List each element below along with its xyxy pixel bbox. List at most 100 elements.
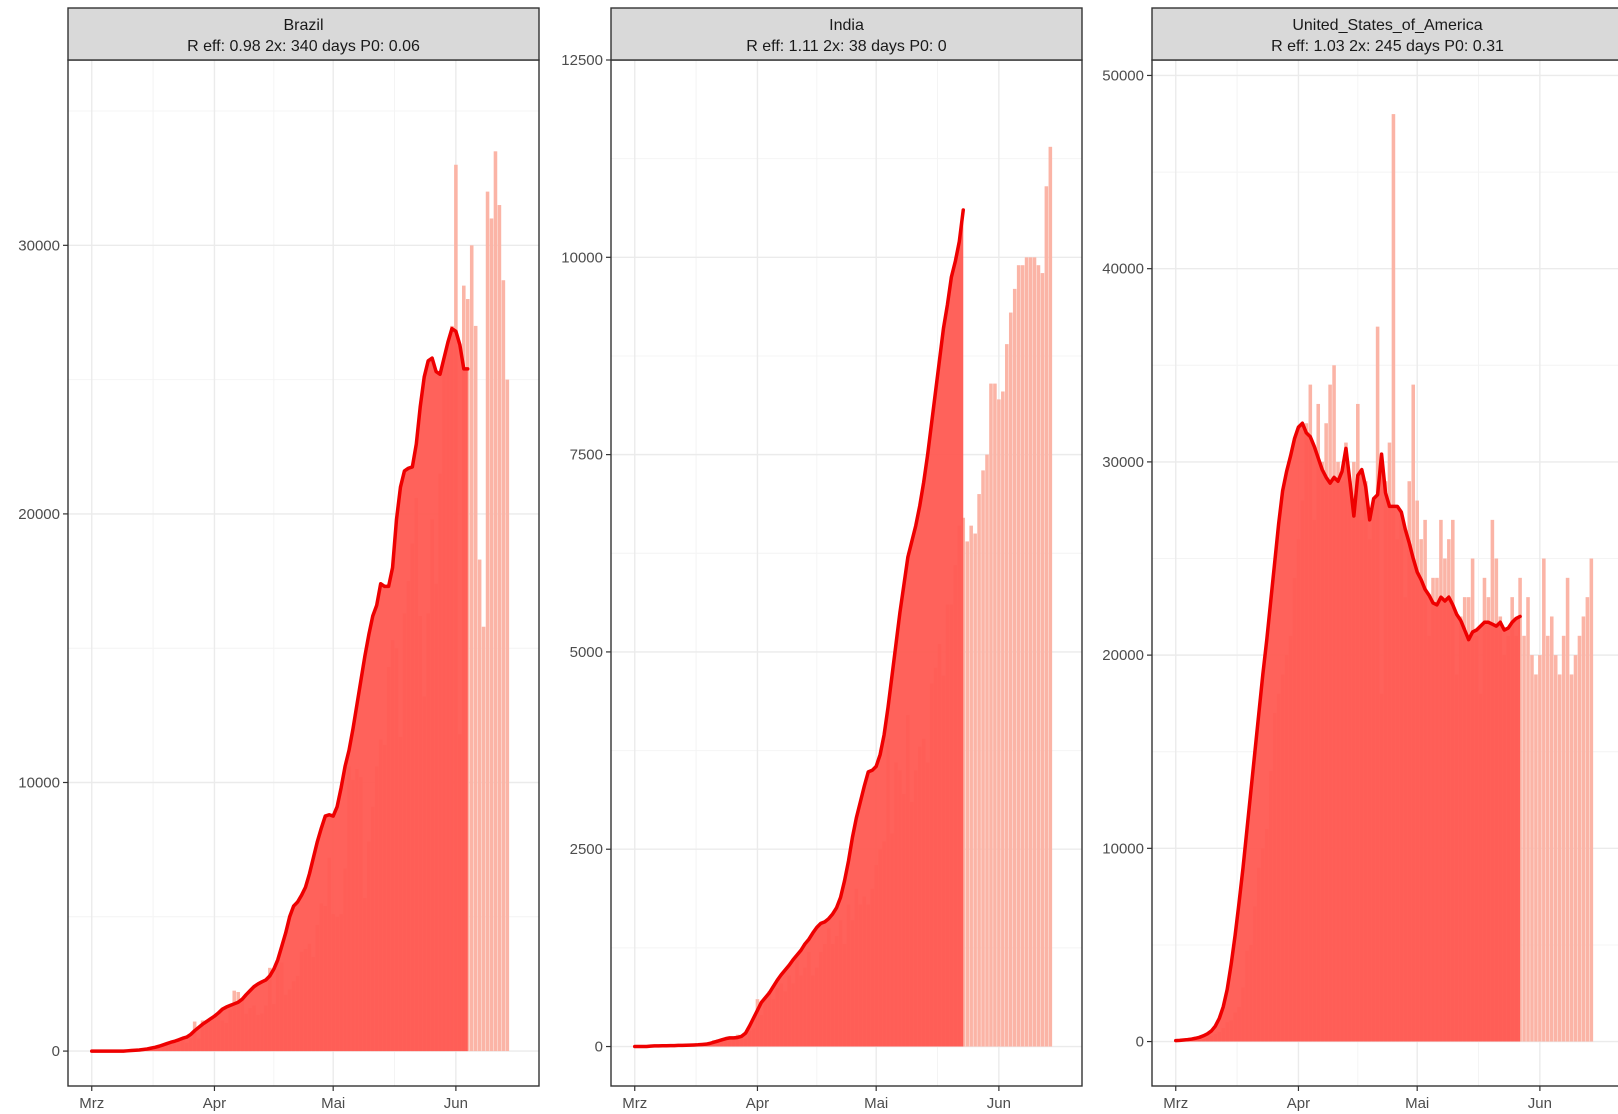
y-tick-label: 12500 — [561, 52, 603, 69]
daily-bar — [1526, 597, 1530, 1042]
y-tick-label: 0 — [1136, 1034, 1144, 1051]
daily-bar — [997, 399, 1001, 1047]
daily-bar — [973, 533, 977, 1047]
x-tick-label: Jun — [444, 1095, 468, 1112]
facet-strip — [610, 7, 1083, 61]
facet-strip — [1151, 7, 1618, 61]
y-tick-label: 50000 — [1102, 67, 1144, 84]
daily-bar — [1005, 344, 1009, 1047]
daily-bar — [497, 205, 502, 1052]
daily-bar — [493, 151, 498, 1052]
daily-bar — [1020, 265, 1025, 1047]
daily-bar — [1561, 635, 1566, 1042]
x-tick-label: Jun — [987, 1095, 1011, 1112]
y-tick-label: 0 — [595, 1039, 603, 1056]
facet-panel-brazil: Brazil R eff: 0.98 2x: 340 days P0: 0.06 0… — [18, 7, 540, 1112]
y-tick-label: 5000 — [570, 644, 603, 661]
x-tick-label: Mai — [321, 1095, 345, 1112]
plot-area — [68, 60, 539, 1086]
daily-bar — [469, 245, 474, 1052]
smoothed-line — [89, 326, 470, 1053]
x-tick-label: Jun — [1528, 1095, 1552, 1112]
daily-bar — [1546, 635, 1550, 1042]
daily-bar — [1589, 558, 1594, 1042]
y-tick-label: 20000 — [1102, 647, 1144, 664]
smoothed-line — [1174, 421, 1522, 1043]
daily-bar — [1581, 616, 1586, 1042]
y-tick-label: 20000 — [18, 506, 60, 523]
daily-bar — [1569, 674, 1574, 1042]
facet-panel-india: India R eff: 1.11 2x: 38 days P0: 0 0 2500 5… — [561, 7, 1083, 1112]
daily-bar — [1553, 655, 1558, 1042]
daily-bar — [1577, 635, 1582, 1042]
x-tick-label: Mai — [864, 1095, 888, 1112]
x-tick-label: Apr — [746, 1095, 769, 1112]
facet-panel-united-states-of-america: United_States_of_America R eff: 1.03 2x: … — [1102, 7, 1618, 1112]
y-tick-label: 10000 — [1102, 840, 1144, 857]
y-tick-label: 7500 — [570, 447, 603, 464]
daily-bar — [1538, 655, 1542, 1042]
facet-stats: R eff: 1.03 2x: 245 days P0: 0.31 — [1271, 38, 1504, 55]
daily-bar — [969, 525, 973, 1047]
daily-bar — [1048, 146, 1053, 1047]
smoothed-line — [632, 208, 966, 1049]
daily-bar — [1036, 265, 1041, 1047]
y-tick-label: 10000 — [18, 774, 60, 791]
y-tick-label: 40000 — [1102, 261, 1144, 278]
daily-bar — [1040, 273, 1045, 1047]
daily-bar — [981, 470, 985, 1047]
plot-area — [611, 60, 1082, 1086]
daily-bar — [1024, 257, 1029, 1047]
x-tick-label: Mrz — [622, 1095, 647, 1112]
x-tick-label: Mai — [1405, 1095, 1429, 1112]
x-tick-label: Mrz — [1163, 1095, 1188, 1112]
smoothed-area — [91, 328, 468, 1052]
daily-bar — [1044, 186, 1049, 1047]
y-tick-label: 30000 — [18, 237, 60, 254]
daily-bar — [1518, 577, 1522, 1042]
daily-bar — [505, 379, 510, 1052]
daily-bar — [989, 383, 993, 1047]
smoothed-area — [634, 209, 964, 1047]
x-tick-label: Mrz — [79, 1095, 104, 1112]
facet-stats: R eff: 1.11 2x: 38 days P0: 0 — [746, 38, 947, 55]
facet-strip — [67, 7, 540, 61]
facet-title: United_States_of_America — [1292, 17, 1482, 34]
y-tick-label: 10000 — [561, 249, 603, 266]
daily-bar — [481, 626, 486, 1052]
daily-bar — [485, 191, 490, 1052]
facet-stats: R eff: 0.98 2x: 340 days P0: 0.06 — [187, 38, 420, 55]
x-tick-label: Apr — [1287, 1095, 1310, 1112]
daily-bar — [1001, 391, 1005, 1047]
daily-bar — [1016, 265, 1021, 1047]
y-tick-label: 30000 — [1102, 454, 1144, 471]
daily-bar — [1530, 655, 1534, 1042]
daily-bar — [1032, 257, 1037, 1047]
facet-title: Brazil — [283, 17, 323, 34]
daily-bar — [1542, 558, 1546, 1042]
daily-bar — [1028, 257, 1033, 1047]
daily-bar — [1549, 616, 1554, 1042]
daily-bar — [1585, 597, 1590, 1042]
y-tick-label: 0 — [52, 1043, 60, 1060]
daily-bar — [985, 454, 989, 1047]
smoothed-area — [1175, 423, 1521, 1042]
daily-bar — [473, 325, 478, 1052]
daily-bar — [501, 280, 506, 1052]
daily-bar — [1565, 577, 1570, 1042]
daily-bar — [489, 218, 494, 1052]
plot-area — [1152, 60, 1618, 1086]
daily-bar — [1534, 674, 1538, 1042]
daily-bar — [993, 383, 997, 1047]
facet-title: India — [829, 17, 864, 34]
daily-bar — [1573, 655, 1578, 1042]
daily-bar — [477, 559, 482, 1052]
daily-bar — [965, 541, 969, 1047]
x-tick-label: Apr — [203, 1095, 226, 1112]
daily-bar — [1012, 288, 1017, 1047]
y-tick-label: 2500 — [570, 841, 603, 858]
daily-bar — [1008, 312, 1013, 1047]
daily-bar — [1557, 674, 1562, 1042]
daily-bar — [1522, 635, 1526, 1042]
